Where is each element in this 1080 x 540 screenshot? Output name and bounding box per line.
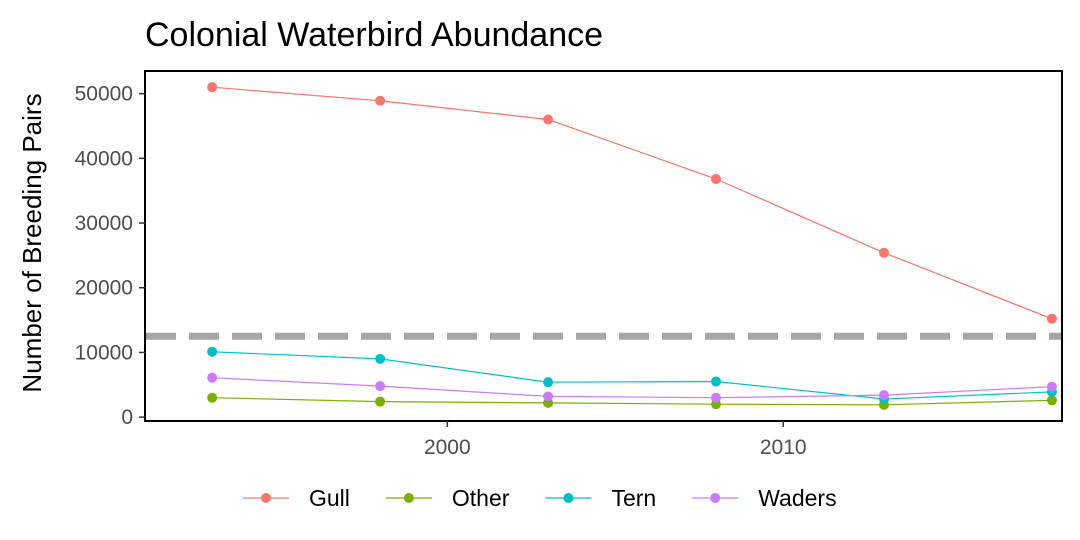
x-tick-label: 2000	[424, 436, 471, 459]
data-point-waders	[1046, 381, 1057, 392]
legend: Gull Other Tern Waders	[243, 485, 837, 511]
data-point-gull	[878, 247, 889, 258]
data-point-other	[207, 392, 218, 403]
series-line-gull	[212, 86, 1053, 320]
y-tick-label: 30000	[75, 212, 133, 235]
data-point-waders	[207, 372, 218, 383]
chart-title: Colonial Waterbird Abundance	[145, 16, 603, 54]
legend-item-other: Other	[385, 485, 510, 511]
data-point-gull	[1046, 313, 1057, 324]
y-tick-label: 20000	[75, 277, 133, 300]
plot-area: 0 10000 20000 30000 40000 50000 2000 2010	[75, 70, 1063, 459]
legend-item-gull: Gull	[243, 485, 350, 511]
legend-item-tern: Tern	[545, 485, 656, 511]
data-point-other	[375, 396, 386, 407]
data-point-other	[1046, 395, 1057, 406]
legend-label: Tern	[611, 485, 656, 511]
legend-key-point	[563, 493, 574, 503]
y-tick-label: 10000	[75, 341, 133, 364]
legend-item-waders: Waders	[692, 485, 837, 511]
legend-label: Other	[452, 485, 510, 511]
plot-border	[144, 70, 1063, 422]
series-line-other	[212, 397, 1052, 406]
data-point-waders	[543, 391, 554, 402]
data-point-gull	[375, 95, 386, 106]
legend-key-point	[710, 493, 721, 503]
data-point-tern	[207, 346, 218, 357]
data-point-gull	[711, 174, 722, 185]
data-point-waders	[711, 392, 722, 403]
y-tick-label: 50000	[75, 83, 133, 106]
data-point-tern	[711, 376, 722, 387]
data-point-waders	[878, 390, 889, 401]
y-tick-label: 0	[121, 406, 133, 429]
x-tick-label: 2010	[760, 436, 807, 459]
data-point-waders	[375, 381, 386, 392]
legend-label: Waders	[758, 485, 836, 511]
series-line-waders	[212, 377, 1052, 399]
data-point-tern	[543, 377, 554, 388]
data-point-gull	[543, 114, 554, 125]
data-point-tern	[375, 353, 386, 364]
y-axis-label: Number of Breeding Pairs	[17, 93, 47, 392]
data-point-gull	[207, 82, 218, 93]
legend-key-point	[261, 493, 271, 503]
y-tick-label: 40000	[75, 147, 133, 170]
legend-key-point	[403, 493, 414, 503]
series-line-tern	[212, 351, 1052, 400]
legend-label: Gull	[309, 485, 350, 511]
